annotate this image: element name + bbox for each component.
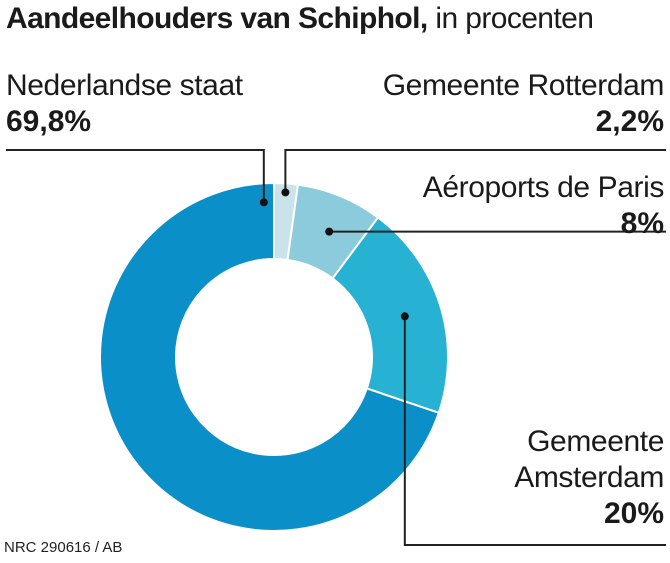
slice-gemeente-amsterdam <box>331 216 449 415</box>
label-gemeente-amsterdam-value: 20% <box>603 497 664 530</box>
slice-nederlandse-staat <box>99 181 441 532</box>
chart-title-main: Aandeelhouders van Schiphol, <box>6 2 428 35</box>
leader-dot-aeroports-de-paris <box>325 227 334 236</box>
label-aeroports-de-paris-value: 8% <box>620 207 664 240</box>
source-credit: NRC 290616 / AB <box>4 539 123 556</box>
label-aeroports-de-paris: Aéroports de Paris 8% <box>422 170 665 242</box>
leader-dot-gemeente-amsterdam <box>400 312 409 321</box>
label-gemeente-amsterdam: Gemeente Amsterdam 20% <box>514 424 664 532</box>
label-nederlandse-staat-name: Nederlandse staat <box>6 69 243 102</box>
label-nederlandse-staat: Nederlandse staat 69,8% <box>6 68 243 140</box>
leader-line-gemeente-rotterdam <box>284 149 666 193</box>
leader-line-nederlandse-staat <box>6 149 265 203</box>
label-gemeente-rotterdam-value: 2,2% <box>595 105 664 138</box>
label-aeroports-de-paris-name: Aéroports de Paris <box>422 171 665 204</box>
label-gemeente-amsterdam-line2: Amsterdam <box>514 461 664 494</box>
chart-title: Aandeelhouders van Schiphol, in procente… <box>6 2 594 36</box>
label-gemeente-rotterdam-name: Gemeente Rotterdam <box>382 69 665 102</box>
leader-line-gemeente-amsterdam <box>403 316 666 546</box>
chart-subtitle: in procenten <box>435 2 594 35</box>
label-nederlandse-staat-value: 69,8% <box>6 105 92 138</box>
leader-dot-nederlandse-staat <box>259 198 268 207</box>
label-gemeente-amsterdam-line1: Gemeente <box>527 425 664 458</box>
label-gemeente-rotterdam: Gemeente Rotterdam 2,2% <box>382 68 665 140</box>
leader-dot-gemeente-rotterdam <box>281 188 290 197</box>
